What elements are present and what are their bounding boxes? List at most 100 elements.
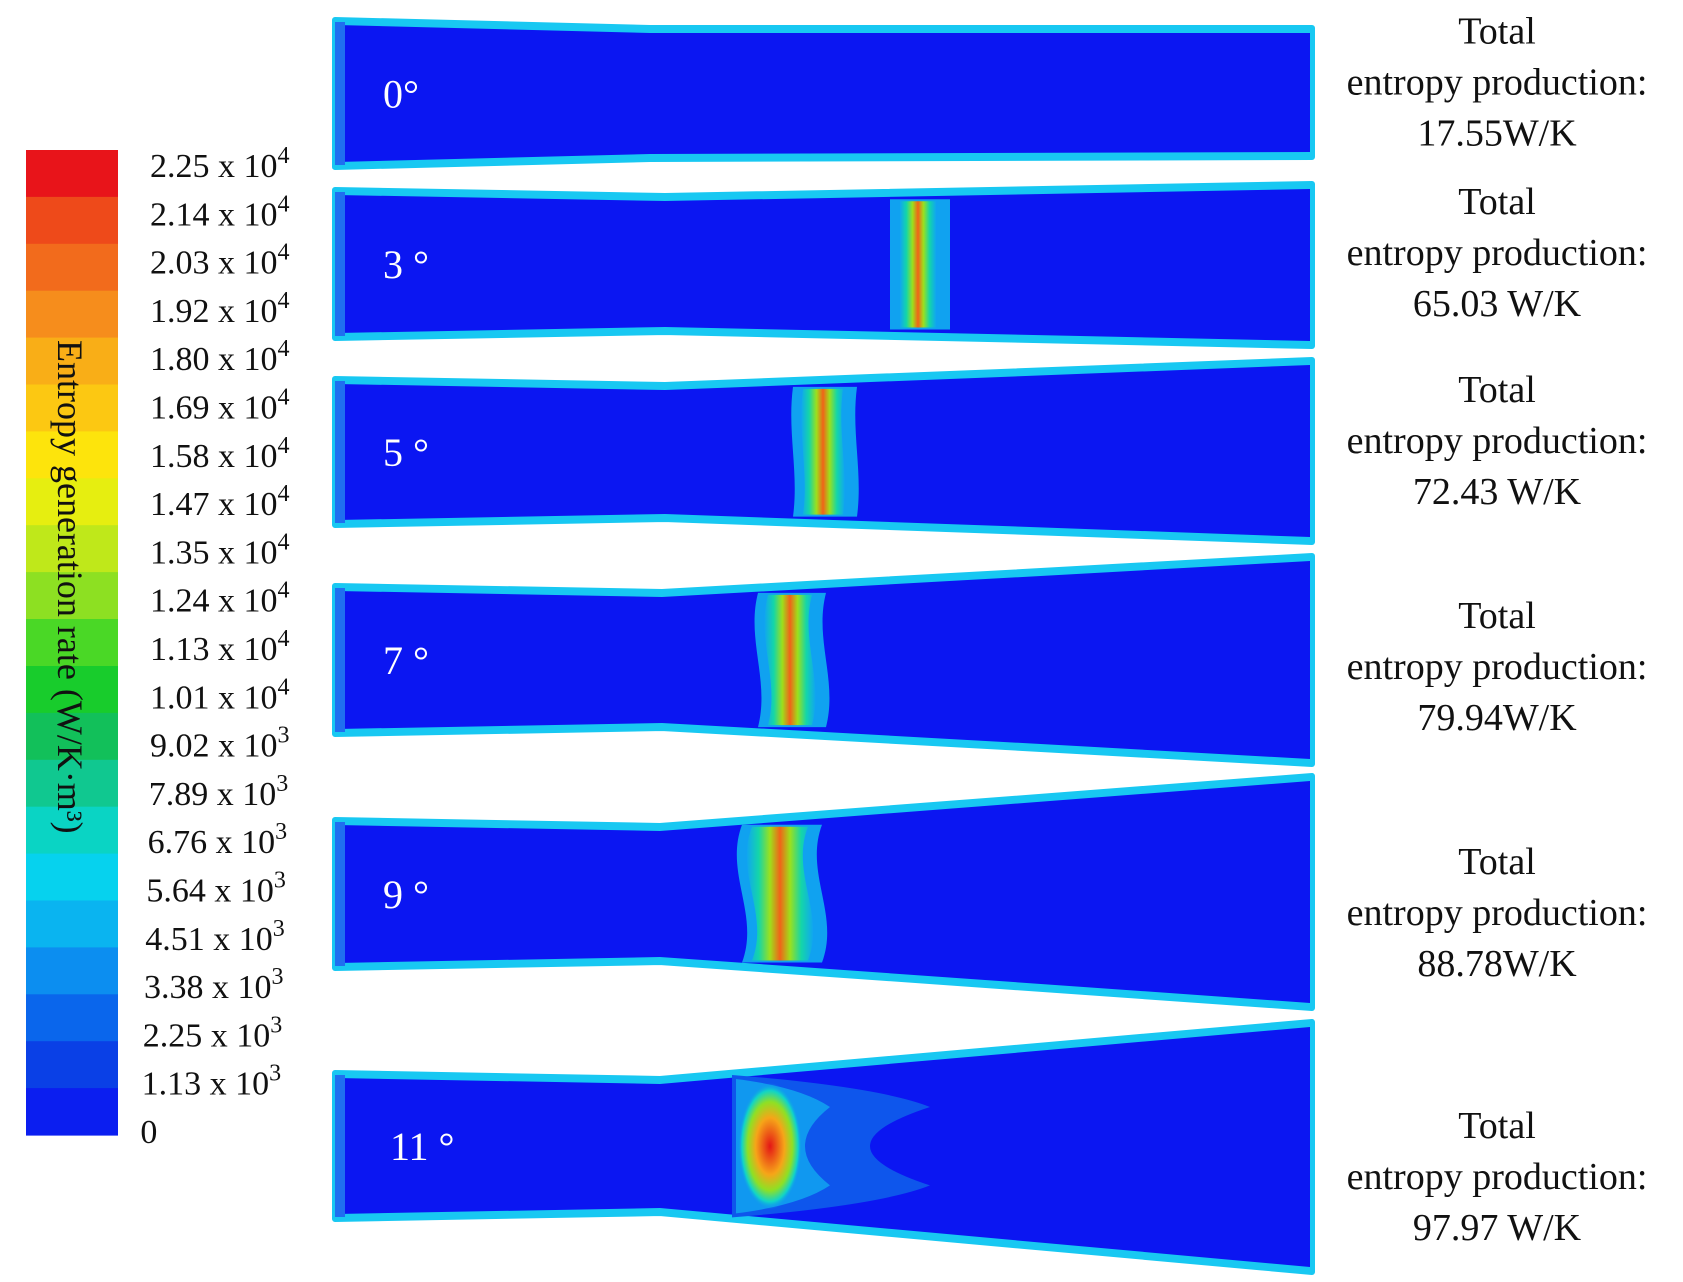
- legend-tick-label: 2.25 x 103: [143, 1012, 282, 1054]
- entropy-label-production: entropy production:: [1347, 62, 1648, 104]
- entropy-annotation: Total entropy production: 97.97 W/K: [1347, 1105, 1648, 1249]
- angle-label: 11 °: [390, 1124, 455, 1169]
- legend-title: Entropy generation rate (W/K·m³): [50, 340, 90, 834]
- legend-swatch: [26, 337, 118, 386]
- angle-label: 0°: [383, 72, 419, 117]
- nozzle-panel: 11 ° Total entropy production: 97.97 W/K: [332, 1019, 1648, 1275]
- entropy-label-production: entropy production:: [1347, 420, 1648, 462]
- shock-core: [900, 201, 936, 328]
- legend-tick-label: 0: [140, 1114, 157, 1151]
- nozzle-panels: 0° Total entropy production: 17.55W/K 3 ° Tot…: [332, 11, 1648, 1275]
- legend-tick-label: 1.47 x 104: [150, 481, 290, 523]
- nozzle-inlet: [335, 381, 345, 523]
- legend-swatch: [26, 619, 118, 667]
- entropy-label-production: entropy production:: [1347, 1156, 1648, 1198]
- legend-swatch: [26, 666, 118, 714]
- entropy-label-production: entropy production:: [1347, 232, 1648, 274]
- legend-swatch: [26, 290, 118, 339]
- legend-swatch: [26, 243, 118, 292]
- legend-tick-label: 1.80 x 104: [150, 336, 290, 378]
- legend-tick-label: 5.64 x 103: [146, 868, 286, 910]
- legend-swatch: [26, 759, 118, 808]
- legend-swatch: [26, 431, 118, 479]
- legend-tick-label: 2.25 x 104: [150, 143, 290, 185]
- entropy-label-production: entropy production:: [1347, 892, 1648, 934]
- legend-tick-label: 3.38 x 103: [144, 964, 284, 1006]
- legend-swatch: [26, 572, 118, 620]
- shock-core: [746, 826, 814, 961]
- legend-color-bar: [26, 150, 118, 1136]
- legend-swatch: [26, 947, 118, 995]
- nozzle-inlet: [335, 192, 345, 336]
- legend-swatch: [26, 853, 118, 902]
- legend-tick-label: 7.89 x 103: [149, 771, 288, 813]
- legend-tick-label: 6.76 x 103: [148, 819, 288, 861]
- entropy-label-production: entropy production:: [1347, 646, 1648, 688]
- nozzle-inlet: [335, 22, 345, 165]
- nozzle-inlet: [335, 822, 345, 966]
- shock-core: [738, 1082, 802, 1210]
- entropy-label-total: Total: [1458, 369, 1536, 411]
- legend-tick-label: 9.02 x 103: [150, 723, 290, 765]
- legend-tick-label: 2.03 x 104: [150, 240, 290, 282]
- entropy-annotation: Total entropy production: 72.43 W/K: [1347, 369, 1648, 513]
- shock-region: [791, 386, 859, 517]
- legend-swatch: [26, 478, 118, 526]
- entropy-value: 88.78W/K: [1417, 943, 1577, 985]
- nozzle-panel: 0° Total entropy production: 17.55W/K: [332, 11, 1648, 170]
- angle-label: 5 °: [383, 430, 429, 475]
- entropy-value: 72.43 W/K: [1413, 471, 1582, 513]
- nozzle-field: [337, 189, 1310, 341]
- legend-tick-label: 1.13 x 104: [150, 626, 290, 668]
- legend-tick-label: 4.51 x 103: [145, 916, 285, 958]
- shock-region: [732, 1074, 930, 1218]
- shock-core: [801, 388, 845, 515]
- legend-swatch: [26, 806, 118, 855]
- legend-tick-label: 1.58 x 104: [150, 433, 290, 475]
- legend-tick-labels: 2.25 x 104 2.14 x 104 2.03 x 104 1.92 x 104…: [140, 143, 289, 1151]
- legend-swatch: [26, 1088, 118, 1136]
- legend-swatch: [26, 384, 118, 432]
- legend-swatch: [26, 994, 118, 1042]
- entropy-label-total: Total: [1458, 11, 1536, 53]
- entropy-label-total: Total: [1458, 181, 1536, 223]
- nozzle-field: [337, 25, 1310, 162]
- shock-region: [736, 824, 828, 963]
- angle-label: 7 °: [383, 638, 429, 683]
- nozzle-inlet: [335, 1075, 345, 1217]
- angle-label: 9 °: [383, 872, 429, 917]
- entropy-label-total: Total: [1458, 595, 1536, 637]
- entropy-value: 17.55W/K: [1417, 113, 1577, 155]
- legend-tick-label: 1.35 x 104: [150, 529, 290, 571]
- nozzle-field: [337, 781, 1310, 1003]
- entropy-label-total: Total: [1458, 1105, 1536, 1147]
- legend-swatch: [26, 900, 118, 948]
- angle-label: 3 °: [383, 242, 429, 287]
- entropy-value: 79.94W/K: [1417, 697, 1577, 739]
- legend-tick-label: 1.92 x 104: [150, 288, 290, 330]
- nozzle-panel: 9 ° Total entropy production: 88.78W/K: [332, 773, 1648, 1011]
- entropy-value: 65.03 W/K: [1413, 283, 1582, 325]
- legend-swatch: [26, 196, 118, 245]
- nozzle-panel: 3 ° Total entropy production: 65.03 W/K: [332, 181, 1648, 349]
- legend-tick-label: 1.01 x 104: [150, 674, 290, 716]
- legend-tick-label: 2.14 x 104: [150, 191, 290, 233]
- legend-swatch: [26, 150, 118, 198]
- nozzle-panel: 5 ° Total entropy production: 72.43 W/K: [332, 357, 1648, 545]
- shock-region: [890, 199, 950, 330]
- nozzle-inlet: [335, 588, 345, 732]
- shock-core: [764, 594, 816, 726]
- legend-tick-label: 1.13 x 103: [142, 1061, 282, 1103]
- legend-tick-label: 1.69 x 104: [150, 385, 290, 427]
- legend-swatch: [26, 1041, 118, 1089]
- entropy-annotation: Total entropy production: 79.94W/K: [1347, 595, 1648, 739]
- entropy-value: 97.97 W/K: [1413, 1207, 1582, 1249]
- legend-swatch: [26, 525, 118, 573]
- entropy-label-total: Total: [1458, 841, 1536, 883]
- shock-region: [754, 592, 830, 728]
- legend-tick-label: 1.24 x 104: [150, 578, 290, 620]
- entropy-annotation: Total entropy production: 65.03 W/K: [1347, 181, 1648, 325]
- nozzle-panel: 7 ° Total entropy production: 79.94W/K: [332, 553, 1648, 767]
- entropy-annotation: Total entropy production: 88.78W/K: [1347, 841, 1648, 985]
- entropy-annotation: Total entropy production: 17.55W/K: [1347, 11, 1648, 155]
